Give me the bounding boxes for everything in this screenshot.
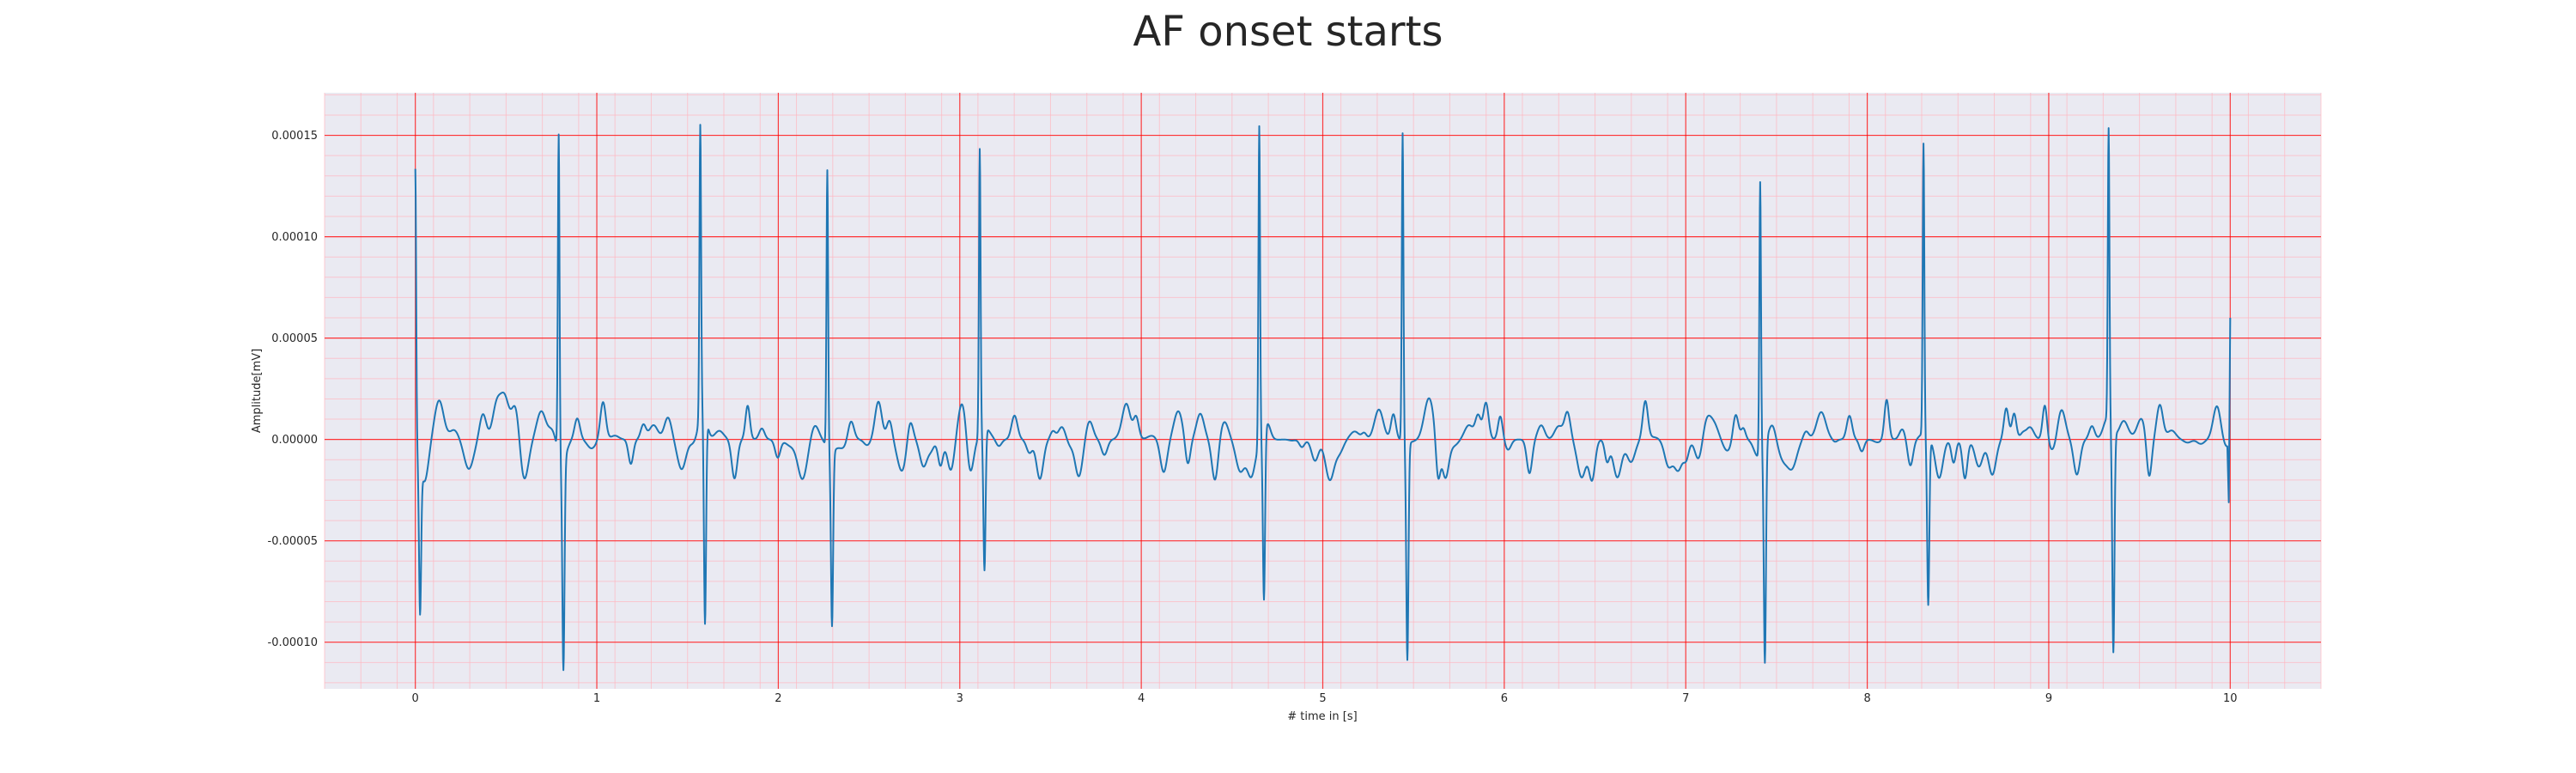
x-tick-label: 3: [957, 692, 963, 705]
x-tick-label: 6: [1501, 692, 1508, 705]
ecg-series: [414, 124, 2232, 672]
chart-title: AF onset starts: [1133, 8, 1443, 56]
y-tick-label: 0.00000: [271, 434, 318, 447]
x-tick-label: 2: [775, 692, 781, 705]
x-tick-label: 0: [412, 692, 419, 705]
x-tick-label: 4: [1138, 692, 1145, 705]
y-tick-label: 0.00015: [271, 130, 318, 143]
y-tick-label: 0.00010: [271, 231, 318, 244]
x-tick-label: 7: [1682, 692, 1689, 705]
x-tick-label: 1: [593, 692, 600, 705]
x-tick-label: 8: [1863, 692, 1870, 705]
x-axis-ticks: 0 1 2 3 4 5 6 7 8 9 10: [412, 692, 2238, 705]
ecg-signal-line: [414, 124, 2232, 672]
major-grid: [325, 93, 2321, 689]
x-axis-label: # time in [s]: [1287, 710, 1357, 723]
y-tick-label: -0.00010: [268, 636, 318, 649]
y-axis-ticks: -0.00010 -0.00005 0.00000 0.00005 0.00010 0.0…: [268, 130, 318, 649]
x-tick-label: 5: [1319, 692, 1326, 705]
y-tick-label: -0.00005: [268, 535, 318, 548]
y-tick-label: 0.00005: [271, 332, 318, 345]
y-axis-label: Amplitude[mV]: [251, 349, 264, 433]
x-tick-label: 10: [2223, 692, 2238, 705]
x-tick-label: 9: [2045, 692, 2052, 705]
